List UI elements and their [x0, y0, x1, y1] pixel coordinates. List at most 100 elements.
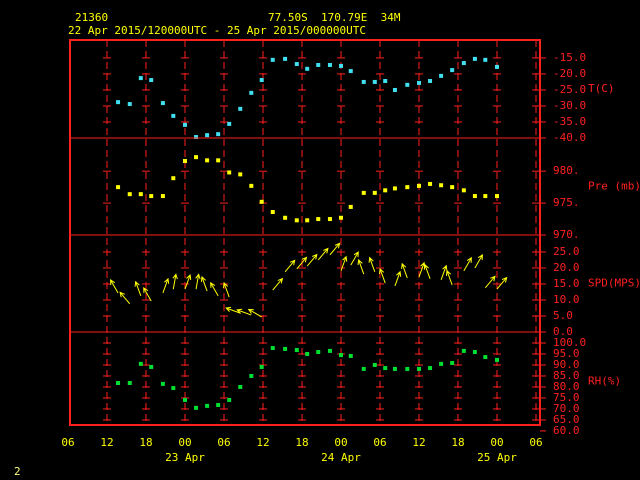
y-tick-label: -30.0	[553, 99, 586, 112]
data-point	[316, 217, 321, 222]
period: 22 Apr 2015/120000UTC - 25 Apr 2015/0000…	[68, 24, 366, 37]
x-tick-label: 12	[256, 436, 269, 449]
wind-arrow	[119, 291, 131, 305]
data-point	[392, 186, 397, 191]
data-point	[249, 373, 254, 378]
data-point	[171, 176, 176, 181]
page-number: 2	[14, 465, 21, 478]
wind-arrow	[210, 281, 219, 297]
data-point	[160, 381, 165, 386]
data-point	[259, 199, 264, 204]
data-point	[316, 62, 321, 67]
data-point	[339, 353, 343, 358]
data-point	[149, 364, 154, 369]
y-tick-label: 80.0	[553, 380, 580, 393]
data-point	[417, 183, 421, 188]
data-point	[294, 62, 299, 67]
data-point	[428, 366, 433, 371]
data-point	[294, 218, 299, 223]
data-point	[495, 194, 499, 199]
data-point	[392, 87, 397, 92]
wind-arrow	[172, 273, 178, 290]
wind-arrow	[247, 308, 262, 318]
plot-frame	[69, 39, 541, 426]
station-location: 77.50S 170.79E 34M	[268, 11, 401, 24]
data-point	[160, 101, 165, 106]
data-point	[472, 350, 477, 355]
data-point	[327, 217, 332, 222]
data-point	[483, 57, 488, 62]
data-point	[270, 210, 275, 215]
date-label: 23 Apr	[165, 451, 205, 464]
data-point	[238, 384, 243, 389]
data-point	[348, 204, 353, 209]
data-point	[461, 188, 466, 193]
data-point	[116, 381, 121, 386]
y-tick-label: 90.0	[553, 358, 580, 371]
x-tick-label: 06	[529, 436, 542, 449]
data-point	[216, 132, 221, 137]
wind-arrow	[109, 279, 119, 294]
data-point	[127, 102, 132, 107]
data-point	[316, 350, 321, 355]
data-point	[183, 158, 187, 163]
data-point	[259, 78, 264, 83]
data-point	[405, 185, 410, 190]
data-point	[383, 78, 388, 83]
data-point	[450, 361, 455, 365]
x-tick-label: 00	[178, 436, 191, 449]
y-tick-label: 100.0	[553, 336, 586, 349]
data-point	[249, 90, 254, 95]
date-label: 25 Apr	[477, 451, 517, 464]
data-point	[194, 405, 199, 410]
data-point	[283, 346, 288, 351]
data-point	[361, 366, 366, 371]
wind-arrow	[445, 269, 453, 286]
data-point	[149, 78, 154, 83]
wind-arrow	[394, 270, 402, 287]
data-point	[283, 215, 288, 220]
data-point	[216, 158, 221, 163]
y-tick-label: 95.0	[553, 347, 580, 360]
y-tick-label: 10.0	[553, 293, 580, 306]
data-point	[238, 106, 243, 111]
data-point	[270, 57, 275, 62]
y-tick-label: -25.0	[553, 83, 586, 96]
data-point	[339, 215, 343, 220]
data-point	[305, 218, 310, 223]
data-point	[183, 122, 187, 127]
data-point	[138, 76, 143, 81]
data-point	[238, 172, 243, 177]
y-tick-label: -20.0	[553, 67, 586, 80]
wind-arrow	[463, 256, 472, 272]
data-point	[227, 170, 232, 175]
station-id: 21360	[75, 11, 108, 24]
data-point	[439, 361, 444, 366]
y-tick-label: 85.0	[553, 369, 580, 382]
data-point	[205, 403, 210, 408]
data-point	[372, 79, 377, 84]
data-point	[149, 194, 154, 199]
data-point	[383, 366, 388, 371]
x-tick-label: 18	[139, 436, 152, 449]
x-tick-label: 00	[334, 436, 347, 449]
y-tick-label: 65.0	[553, 413, 580, 426]
data-point	[472, 56, 477, 61]
y-tick-label: 980.	[553, 164, 580, 177]
data-point	[417, 366, 421, 371]
data-point	[138, 192, 143, 197]
data-point	[205, 158, 210, 163]
wind-arrow	[440, 264, 448, 280]
data-point	[461, 348, 466, 353]
data-point	[348, 69, 353, 74]
wind-arrow	[296, 256, 308, 270]
y-tick-label: 70.0	[553, 402, 580, 415]
y-tick-label: 15.0	[553, 277, 580, 290]
data-point	[339, 63, 343, 68]
data-point	[361, 190, 366, 195]
data-point	[495, 357, 499, 362]
data-point	[383, 188, 388, 193]
data-point	[194, 155, 199, 160]
data-point	[439, 73, 444, 78]
